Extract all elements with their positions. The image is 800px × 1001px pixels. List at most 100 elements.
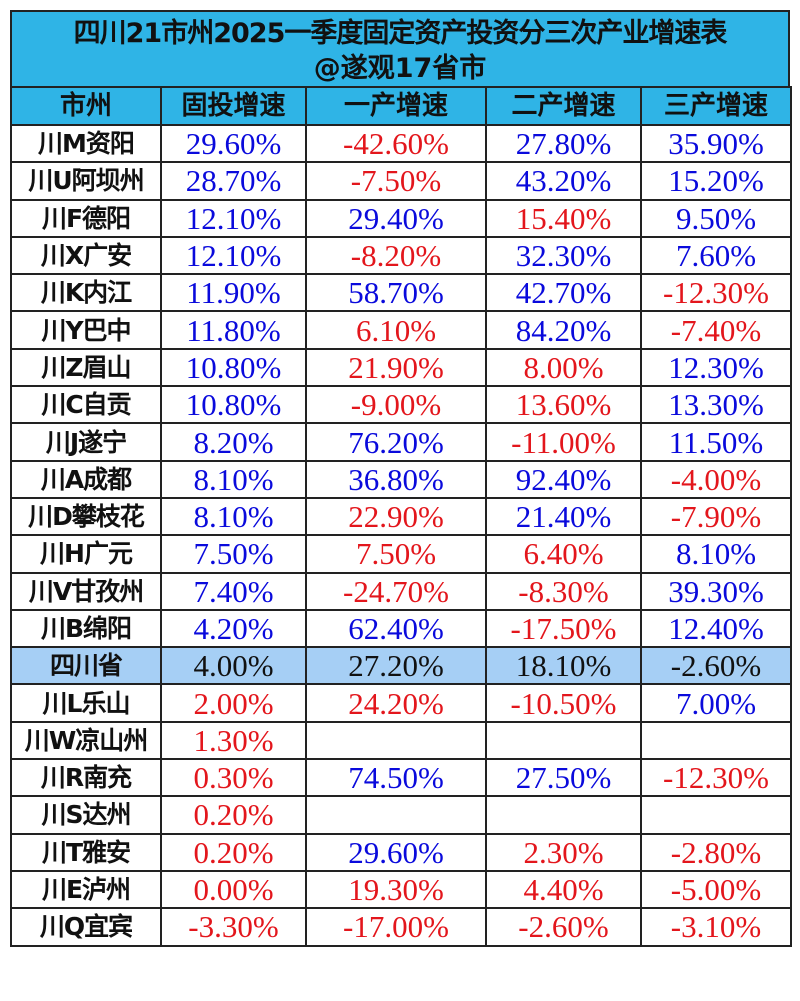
title-line-1: 四川21市州2025一季度固定资产投资分三次产业增速表	[73, 18, 728, 49]
city-name-cell: 川C自贡	[10, 385, 162, 425]
city-name-cell: 川E泸州	[10, 869, 162, 910]
primary-growth-cell: -42.60%	[305, 123, 487, 164]
primary-growth-cell: 22.90%	[305, 496, 487, 537]
fixed-investment-growth-cell: 1.30%	[160, 720, 307, 761]
table-row: 川J遂宁 8.20% 76.20% -11.00% 11.50%	[10, 422, 792, 462]
tertiary-growth-cell: -2.60%	[640, 646, 792, 686]
city-name-cell: 川S达州	[10, 795, 162, 835]
secondary-growth-cell: 32.30%	[485, 235, 642, 276]
fixed-investment-growth-cell: 28.70%	[160, 161, 307, 201]
fixed-investment-growth-cell: 29.60%	[160, 123, 307, 164]
city-name-cell: 川K内江	[10, 273, 162, 313]
primary-growth-cell	[305, 720, 487, 761]
city-name-cell: 川J遂宁	[10, 422, 162, 462]
city-name-cell: 川M资阳	[10, 123, 162, 164]
fixed-investment-growth-cell: 0.20%	[160, 795, 307, 835]
primary-growth-cell: 19.30%	[305, 869, 487, 910]
table-title: 四川21市州2025一季度固定资产投资分三次产业增速表 @遂观17省市	[10, 10, 790, 86]
primary-growth-cell: 29.40%	[305, 198, 487, 238]
table-row: 川Z眉山 10.80% 21.90% 8.00% 12.30%	[10, 347, 792, 388]
table-body: 川M资阳 29.60% -42.60% 27.80% 35.90% 川U阿坝州 28.70%…	[10, 123, 792, 947]
secondary-growth-cell: -17.50%	[485, 608, 642, 649]
secondary-growth-cell: 43.20%	[485, 161, 642, 201]
header-fixed-investment-growth: 固投增速	[160, 86, 307, 126]
fixed-investment-growth-cell: 11.80%	[160, 310, 307, 350]
secondary-growth-cell: 2.30%	[485, 832, 642, 872]
tertiary-growth-cell	[640, 720, 792, 761]
tertiary-growth-cell: 7.60%	[640, 235, 792, 276]
city-name-cell: 川A成都	[10, 459, 162, 499]
city-name-cell: 川B绵阳	[10, 608, 162, 649]
tertiary-growth-cell: 13.30%	[640, 385, 792, 425]
secondary-growth-cell: 84.20%	[485, 310, 642, 350]
secondary-growth-cell: 21.40%	[485, 496, 642, 537]
primary-growth-cell: 7.50%	[305, 534, 487, 574]
title-line-2: @遂观17省市	[313, 53, 487, 84]
tertiary-growth-cell: 9.50%	[640, 198, 792, 238]
fixed-investment-growth-cell: 11.90%	[160, 273, 307, 313]
table-row: 川H广元 7.50% 7.50% 6.40% 8.10%	[10, 534, 792, 574]
secondary-growth-cell: 8.00%	[485, 347, 642, 388]
primary-growth-cell: -7.50%	[305, 161, 487, 201]
fixed-investment-growth-cell: 10.80%	[160, 385, 307, 425]
growth-table-container: 四川21市州2025一季度固定资产投资分三次产业增速表 @遂观17省市 市州 固…	[10, 10, 792, 947]
tertiary-growth-cell: -7.90%	[640, 496, 792, 537]
header-tertiary-industry-growth: 三产增速	[640, 86, 792, 126]
primary-growth-cell: 21.90%	[305, 347, 487, 388]
province-row: 四川省 4.00% 27.20% 18.10% -2.60%	[10, 646, 792, 686]
primary-growth-cell: 27.20%	[305, 646, 487, 686]
fixed-investment-growth-cell: 0.00%	[160, 869, 307, 910]
city-name-cell: 川X广安	[10, 235, 162, 276]
city-name-cell: 川Q宜宾	[10, 907, 162, 947]
fixed-investment-growth-cell: 7.50%	[160, 534, 307, 574]
city-name-cell: 川U阿坝州	[10, 161, 162, 201]
tertiary-growth-cell	[640, 795, 792, 835]
fixed-investment-growth-cell: 12.10%	[160, 198, 307, 238]
fixed-investment-growth-cell: 8.10%	[160, 459, 307, 499]
header-city: 市州	[10, 86, 162, 126]
tertiary-growth-cell: 11.50%	[640, 422, 792, 462]
primary-growth-cell: -24.70%	[305, 571, 487, 611]
primary-growth-cell: -9.00%	[305, 385, 487, 425]
city-name-cell: 川D攀枝花	[10, 496, 162, 537]
fixed-investment-growth-cell: 4.20%	[160, 608, 307, 649]
tertiary-growth-cell: -12.30%	[640, 273, 792, 313]
fixed-investment-growth-cell: 10.80%	[160, 347, 307, 388]
fixed-investment-growth-cell: -3.30%	[160, 907, 307, 947]
fixed-investment-growth-cell: 12.10%	[160, 235, 307, 276]
tertiary-growth-cell: -5.00%	[640, 869, 792, 910]
table-row: 川L乐山 2.00% 24.20% -10.50% 7.00%	[10, 683, 792, 723]
primary-growth-cell: 58.70%	[305, 273, 487, 313]
fixed-investment-growth-cell: 4.00%	[160, 646, 307, 686]
table-row: 川E泸州 0.00% 19.30% 4.40% -5.00%	[10, 869, 792, 910]
primary-growth-cell: 62.40%	[305, 608, 487, 649]
fixed-investment-growth-cell: 0.30%	[160, 758, 307, 798]
tertiary-growth-cell: 7.00%	[640, 683, 792, 723]
table-row: 川A成都 8.10% 36.80% 92.40% -4.00%	[10, 459, 792, 499]
secondary-growth-cell: 18.10%	[485, 646, 642, 686]
growth-table: 市州 固投增速 一产增速 二产增速 三产增速 川M资阳 29.60% -42.60%…	[10, 86, 792, 947]
secondary-growth-cell: 6.40%	[485, 534, 642, 574]
table-row: 川S达州 0.20%	[10, 795, 792, 835]
header-row: 市州 固投增速 一产增速 二产增速 三产增速	[10, 86, 792, 126]
city-name-cell: 川T雅安	[10, 832, 162, 872]
secondary-growth-cell: -11.00%	[485, 422, 642, 462]
primary-growth-cell: -8.20%	[305, 235, 487, 276]
secondary-growth-cell: 4.40%	[485, 869, 642, 910]
primary-growth-cell: 29.60%	[305, 832, 487, 872]
table-row: 川C自贡 10.80% -9.00% 13.60% 13.30%	[10, 385, 792, 425]
fixed-investment-growth-cell: 8.20%	[160, 422, 307, 462]
table-row: 川U阿坝州 28.70% -7.50% 43.20% 15.20%	[10, 161, 792, 201]
fixed-investment-growth-cell: 2.00%	[160, 683, 307, 723]
city-name-cell: 川H广元	[10, 534, 162, 574]
table-row: 川X广安 12.10% -8.20% 32.30% 7.60%	[10, 235, 792, 276]
primary-growth-cell: 74.50%	[305, 758, 487, 798]
table-row: 川M资阳 29.60% -42.60% 27.80% 35.90%	[10, 123, 792, 164]
tertiary-growth-cell: -4.00%	[640, 459, 792, 499]
fixed-investment-growth-cell: 8.10%	[160, 496, 307, 537]
table-row: 川F德阳 12.10% 29.40% 15.40% 9.50%	[10, 198, 792, 238]
secondary-growth-cell: 15.40%	[485, 198, 642, 238]
secondary-growth-cell: 27.80%	[485, 123, 642, 164]
secondary-growth-cell: 92.40%	[485, 459, 642, 499]
tertiary-growth-cell: -3.10%	[640, 907, 792, 947]
